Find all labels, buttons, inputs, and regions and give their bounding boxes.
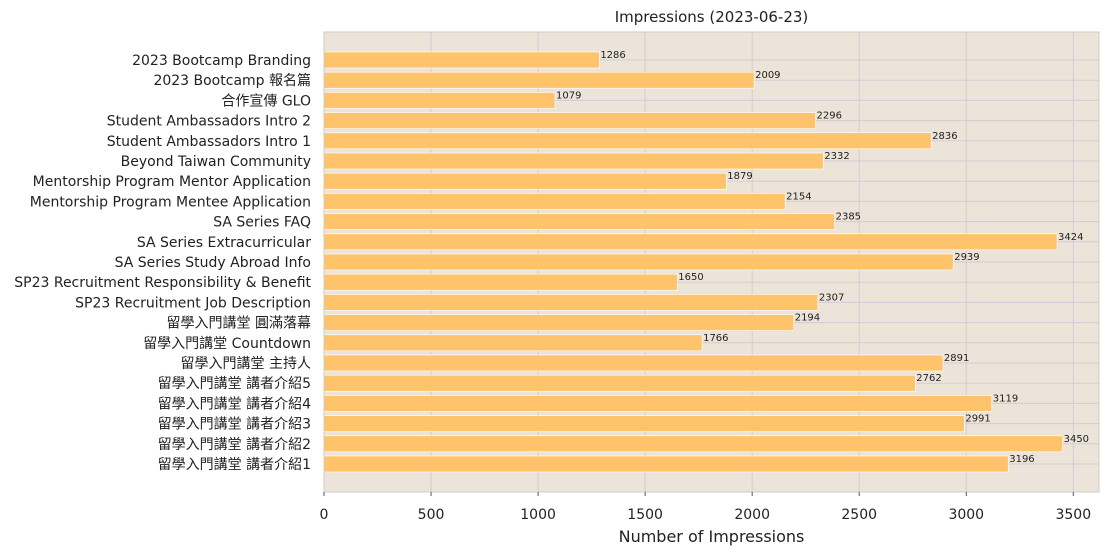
y-tick-label: 合作宣傳 GLO (221, 93, 311, 109)
bar (323, 92, 556, 109)
bar (323, 435, 1063, 453)
bar-value-label: 2332 (824, 151, 849, 162)
bar (323, 354, 944, 372)
y-tick-label: SP23 Recruitment Job Description (75, 295, 311, 311)
bar (323, 253, 954, 271)
bar (323, 294, 819, 311)
y-tick-label: 2023 Bootcamp Branding (132, 53, 311, 69)
y-tick-label: Student Ambassadors Intro 1 (107, 134, 311, 150)
bar (323, 132, 932, 150)
bar-value-label: 2762 (916, 373, 941, 384)
y-tick-label: 留學入門講堂 圓滿落幕 (167, 316, 311, 332)
y-tick-label: 留學入門講堂 講者介紹2 (158, 437, 311, 453)
x-axis-label: Number of Impressions (619, 527, 805, 546)
bar-value-label: 2296 (817, 111, 842, 122)
x-tick-label: 1500 (627, 507, 663, 523)
x-tick-label: 1000 (520, 507, 556, 523)
y-tick-label: Student Ambassadors Intro 2 (107, 114, 311, 130)
bar (323, 395, 993, 412)
x-tick-label: 2500 (841, 507, 877, 523)
bar-value-label: 3450 (1064, 434, 1089, 445)
bar (323, 51, 600, 69)
plot-frame (323, 31, 1100, 493)
y-tick-label: 留學入門講堂 講者介紹3 (158, 417, 311, 433)
y-tick-label: 留學入門講堂 Countdown (143, 336, 311, 352)
bar (323, 374, 916, 392)
y-tick-label: SA Series Study Abroad Info (115, 255, 311, 271)
bar-value-label: 2009 (755, 70, 780, 81)
y-tick-label: SP23 Recruitment Responsibility & Benefi… (14, 275, 311, 291)
bar-value-label: 3196 (1009, 454, 1034, 465)
bar-value-label: 1286 (600, 50, 625, 61)
bar (323, 273, 678, 291)
bar-value-label: 3119 (993, 393, 1018, 404)
y-tick-label: 留學入門講堂 講者介紹1 (158, 457, 311, 473)
bar (323, 334, 703, 352)
bar-value-label: 1079 (556, 90, 581, 101)
x-tick-label: 3500 (1055, 507, 1091, 523)
bar-value-label: 3424 (1058, 232, 1083, 243)
x-tick-label: 3000 (948, 507, 984, 523)
bar (323, 213, 835, 230)
bar (323, 172, 727, 190)
y-tick-label: SA Series Extracurricular (137, 235, 311, 251)
bar (323, 152, 824, 170)
y-tick-label: Mentorship Program Mentor Application (33, 174, 311, 190)
x-tick-label: 500 (418, 507, 445, 523)
bar (323, 233, 1058, 251)
x-tick-labels: 0 500 1000 1500 2000 2500 3000 3500 (320, 492, 1091, 523)
bars (323, 51, 1063, 473)
bar-value-label: 2891 (944, 353, 969, 364)
bar-value-label: 1650 (678, 272, 703, 283)
bar-value-label: 2991 (965, 414, 990, 425)
bar (323, 415, 965, 432)
y-tick-label: SA Series FAQ (213, 215, 311, 231)
value-labels: 1286 2009 1079 2296 2836 2332 1879 2154 2385 3424… (556, 50, 1089, 465)
bar (323, 314, 795, 331)
bar-value-label: 2836 (932, 131, 957, 142)
y-tick-label: Beyond Taiwan Community (121, 154, 311, 170)
x-tick-label: 0 (320, 507, 329, 523)
y-tick-label: 留學入門講堂 主持人 (181, 356, 311, 372)
bar-value-label: 1879 (727, 171, 752, 182)
bar (323, 71, 755, 89)
bar-value-label: 2307 (819, 292, 844, 303)
bar-value-label: 2154 (786, 191, 811, 202)
y-tick-label: 留學入門講堂 講者介紹5 (158, 376, 311, 392)
y-tick-label: 留學入門講堂 講者介紹4 (158, 396, 311, 412)
bar-value-label: 2939 (954, 252, 979, 263)
bar (323, 455, 1009, 473)
y-tick-labels: 2023 Bootcamp Branding 2023 Bootcamp 報名篇合… (14, 53, 311, 473)
chart-title: Impressions (2023-06-23) (615, 8, 809, 26)
bar-value-label: 1766 (703, 333, 728, 344)
bar-value-label: 2194 (795, 313, 820, 324)
bar-value-label: 2385 (836, 212, 861, 223)
y-tick-label: 2023 Bootcamp 報名篇 (153, 73, 311, 89)
bar (323, 112, 816, 129)
bar (323, 193, 786, 210)
x-tick-label: 2000 (734, 507, 770, 523)
y-tick-label: Mentorship Program Mentee Application (30, 194, 311, 210)
